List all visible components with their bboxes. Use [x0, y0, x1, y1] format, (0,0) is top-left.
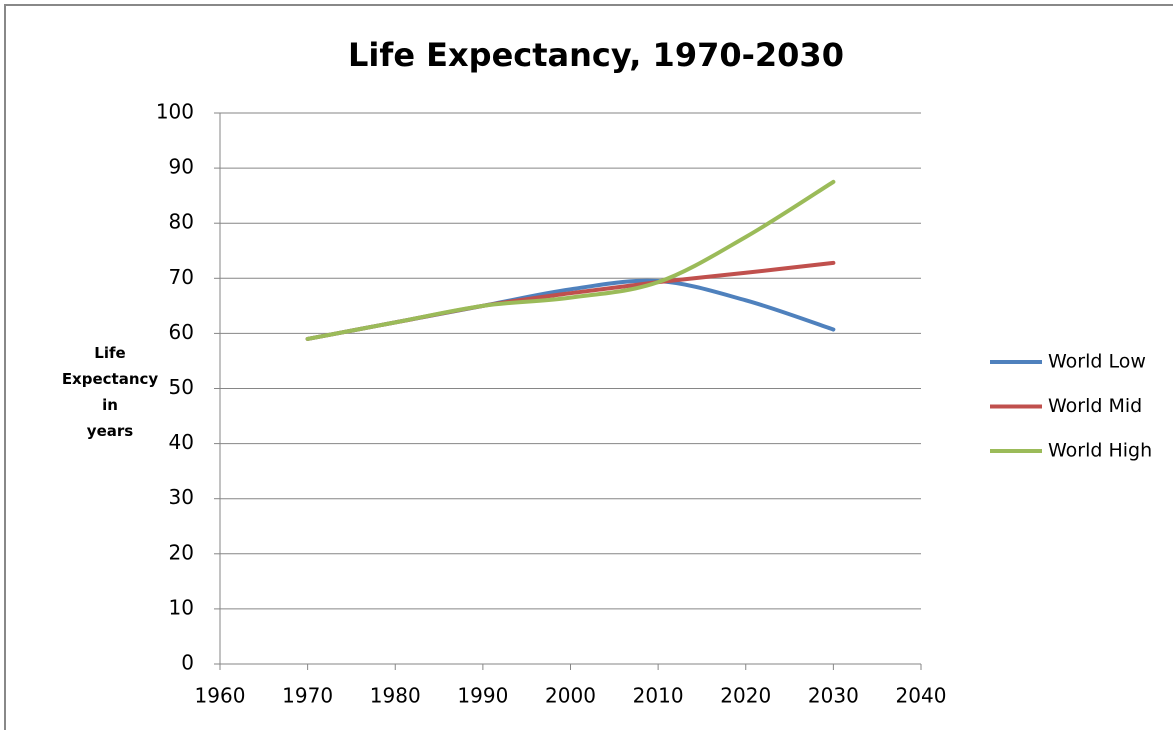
y-tick-label: 100	[156, 100, 194, 124]
y-tick-label: 50	[169, 375, 194, 399]
x-tick-label: 1960	[195, 684, 246, 708]
legend-label: World Mid	[1048, 395, 1142, 417]
series-line	[305, 179, 836, 341]
x-tick-label: 2010	[633, 684, 684, 708]
y-tick-label: 40	[169, 430, 194, 454]
x-tick-label: 2040	[896, 684, 947, 708]
y-tick-label: 0	[181, 651, 194, 675]
y-tick-label: 70	[169, 265, 194, 289]
legend-label: World High	[1048, 440, 1152, 462]
y-tick-label: 20	[169, 540, 194, 564]
x-tick-label: 2030	[808, 684, 859, 708]
x-tick-label: 1980	[370, 684, 421, 708]
y-axis-label: Life Expectancy in years	[61, 344, 159, 440]
frame	[4, 4, 1173, 730]
x-tick-label: 1990	[457, 684, 508, 708]
y-tick-label: 80	[169, 210, 194, 234]
x-tick-label: 2000	[545, 684, 596, 708]
legend-label: World Low	[1048, 351, 1146, 373]
y-tick-label: 30	[169, 485, 194, 509]
y-tick-label: 10	[169, 595, 194, 619]
x-tick-label: 2020	[720, 684, 771, 708]
y-tick-label: 90	[169, 155, 194, 179]
chart-title: Life Expectancy, 1970-2030	[348, 36, 844, 74]
x-tick-label: 1970	[282, 684, 333, 708]
series-line	[305, 278, 836, 341]
y-tick-label: 60	[169, 320, 194, 344]
